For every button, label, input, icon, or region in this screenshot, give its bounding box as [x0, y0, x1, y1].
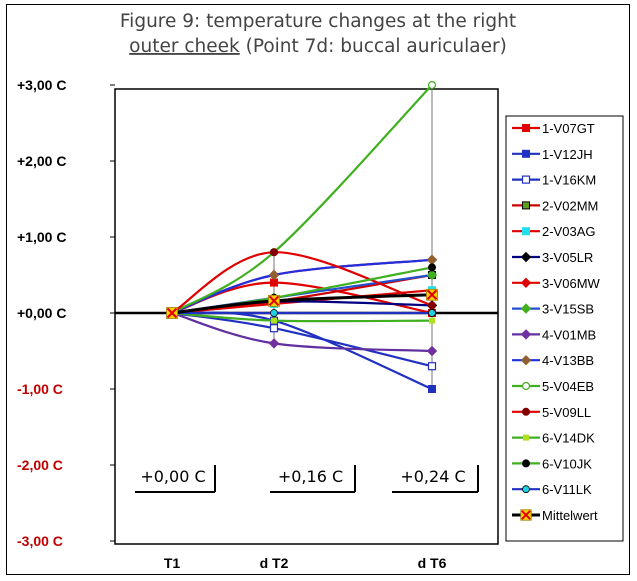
chart-title-line1: Figure 9: temperature changes at the rig…	[120, 11, 516, 32]
data-point	[520, 277, 532, 289]
data-point	[271, 317, 277, 324]
data-point	[522, 485, 530, 494]
legend-item: 6-V11LK	[512, 482, 592, 497]
data-point	[520, 329, 532, 340]
legend-item: 5-V04EB	[512, 379, 594, 394]
legend-label: 1-V16KM	[542, 173, 596, 188]
legend: 1-V07GT 1-V12JH 1-V16KM 2-V02MM 2-V03AG 3-V05…	[512, 121, 601, 523]
data-point	[521, 175, 531, 184]
legend-label: 3-V06MW	[542, 276, 601, 291]
legend-label: 4-V13BB	[542, 353, 594, 368]
legend-item: 6-V10JK	[512, 456, 592, 471]
legend-item: 3-V06MW	[512, 276, 601, 291]
data-point	[520, 303, 532, 314]
x-tick-label: T1	[164, 555, 181, 571]
data-point	[520, 251, 532, 263]
chart-title-line2: outer cheek (Point 7d: buccal auriculaer…	[129, 36, 507, 57]
series-line	[171, 84, 433, 314]
y-tick-label: +3,00 C	[17, 77, 66, 93]
value-box: +0,16 C	[270, 465, 356, 493]
legend-label: 5-V09LL	[542, 405, 591, 420]
series-lines	[166, 80, 438, 393]
y-axis-ticks: +3,00 C +2,00 C +1,00 C +0,00 C -1,00 C -2,00…	[17, 77, 115, 549]
data-point	[428, 309, 436, 317]
legend-item: 1-V07GT	[512, 121, 595, 136]
data-point	[427, 362, 437, 371]
data-point	[428, 263, 436, 272]
data-point	[522, 227, 530, 236]
data-point	[427, 80, 437, 90]
data-point	[523, 434, 529, 441]
legend-label: 6-V10JK	[542, 456, 592, 471]
y-tick-label: +1,00 C	[17, 229, 66, 245]
data-point	[268, 269, 280, 281]
data-point	[269, 324, 279, 333]
value-box-label: +0,00 C	[140, 467, 205, 486]
data-point	[166, 307, 178, 319]
value-box-label: +0,16 C	[278, 467, 343, 486]
data-point	[522, 407, 530, 416]
data-point	[429, 317, 435, 324]
data-point	[520, 354, 532, 366]
value-box-label: +0,24 C	[400, 467, 465, 486]
data-point	[428, 385, 436, 393]
legend-label: 2-V03AG	[542, 224, 595, 239]
legend-label: 1-V07GT	[542, 121, 595, 136]
series-Mittelwert	[166, 288, 438, 319]
data-point	[268, 295, 280, 307]
legend-item: 6-V14DK	[512, 431, 595, 446]
value-boxes: +0,00 C +0,16 C +0,24 C	[135, 465, 479, 493]
legend-label: Mittelwert	[542, 508, 598, 523]
legend-label: 3-V15SB	[542, 302, 594, 317]
legend-box	[505, 115, 624, 542]
legend-item: 4-V01MB	[512, 327, 596, 342]
legend-item: 5-V09LL	[512, 405, 591, 420]
legend-item: 3-V15SB	[512, 302, 594, 317]
chart-title-underlined: outer cheek	[129, 36, 240, 57]
legend-label: 6-V14DK	[542, 431, 595, 446]
data-point	[426, 345, 438, 357]
chart-title-rest: (Point 7d: buccal auriculaer)	[240, 36, 507, 57]
data-point	[428, 301, 436, 310]
data-point	[521, 510, 531, 520]
legend-label: 1-V12JH	[542, 147, 593, 162]
legend-item: 1-V12JH	[512, 147, 593, 162]
legend-label: 3-V05LR	[542, 250, 593, 265]
data-point	[522, 124, 530, 132]
x-axis-ticks: T1 d T2 d T6	[164, 555, 447, 571]
y-tick-label: +0,00 C	[17, 305, 66, 321]
data-point	[270, 248, 278, 257]
value-box: +0,00 C	[135, 465, 216, 493]
data-point	[268, 338, 280, 349]
legend-label: 5-V04EB	[542, 379, 594, 394]
legend-item: Mittelwert	[512, 508, 598, 523]
x-tick-label: d T6	[418, 555, 447, 571]
data-point	[270, 309, 278, 317]
legend-item: 1-V16KM	[512, 173, 596, 188]
y-tick-label: -2,00 C	[17, 457, 63, 473]
data-point	[522, 201, 530, 210]
legend-item: 2-V02MM	[512, 198, 598, 213]
y-tick-label: -1,00 C	[17, 381, 63, 397]
value-box: +0,24 C	[392, 465, 479, 493]
data-point	[521, 381, 531, 391]
legend-label: 2-V02MM	[542, 198, 598, 213]
y-tick-label: +2,00 C	[17, 153, 66, 169]
x-tick-label: d T2	[260, 555, 289, 571]
legend-item: 2-V03AG	[512, 224, 595, 239]
legend-label: 4-V01MB	[542, 327, 596, 342]
data-point	[426, 289, 438, 300]
data-point	[522, 459, 530, 468]
data-point	[426, 269, 438, 281]
legend-label: 6-V11LK	[542, 482, 592, 497]
legend-item: 4-V13BB	[512, 353, 594, 368]
data-point	[522, 149, 530, 158]
legend-item: 3-V05LR	[512, 250, 593, 265]
y-tick-label: -3,00 C	[17, 533, 63, 549]
